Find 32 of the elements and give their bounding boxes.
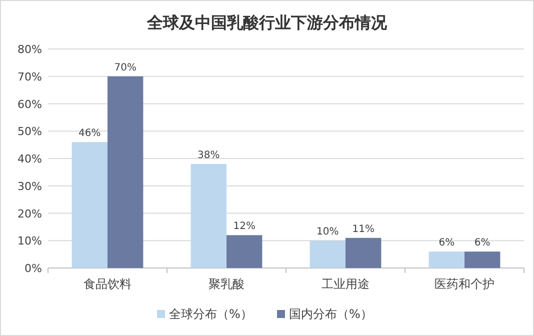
- chart-title: 全球及中国乳酸行业下游分布情况: [146, 13, 388, 32]
- y-tick-label: 20%: [18, 207, 42, 220]
- x-tick-label: 医药和个护: [434, 277, 494, 291]
- data-label: 70%: [114, 62, 136, 74]
- data-label: 6%: [474, 238, 490, 249]
- bar: [72, 142, 108, 268]
- bar: [226, 235, 262, 268]
- y-tick-label: 0%: [24, 262, 42, 275]
- bar: [346, 238, 382, 268]
- y-tick-label: 10%: [18, 234, 42, 248]
- data-label: 6%: [438, 238, 455, 249]
- bar: [464, 252, 500, 268]
- x-tick-label: 食品饮料: [84, 277, 132, 291]
- y-tick-label: 60%: [18, 98, 42, 111]
- legend-label: 国内分布（%）: [289, 307, 372, 321]
- x-tick-label: 工业用途: [322, 277, 370, 291]
- y-tick-label: 40%: [18, 152, 42, 166]
- bar: [190, 164, 226, 268]
- bar: [428, 252, 464, 268]
- bar: [310, 240, 346, 268]
- data-label: 12%: [233, 221, 256, 232]
- x-tick-label: 聚乳酸: [208, 277, 244, 291]
- data-label: 38%: [198, 150, 220, 161]
- y-tick-label: 70%: [18, 70, 42, 84]
- data-label: 10%: [316, 226, 339, 238]
- legend-label: 全球分布（%）: [169, 307, 252, 321]
- bar: [108, 76, 144, 268]
- y-tick-label: 30%: [18, 180, 42, 193]
- y-tick-label: 80%: [18, 43, 42, 56]
- y-tick-label: 50%: [18, 125, 42, 138]
- data-label: 11%: [352, 224, 374, 235]
- data-label: 46%: [78, 128, 101, 140]
